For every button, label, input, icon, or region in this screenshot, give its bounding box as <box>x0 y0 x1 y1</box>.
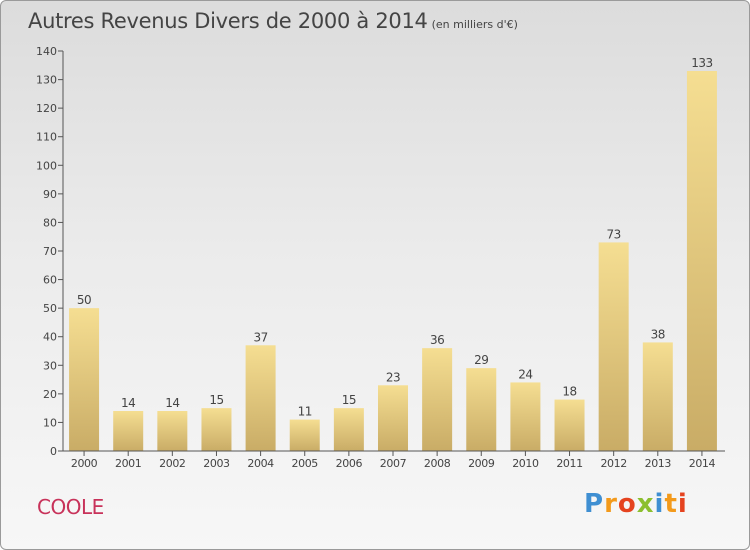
data-label-2004: 37 <box>253 330 267 344</box>
data-label-2009: 29 <box>474 353 488 367</box>
y-tick-label: 90 <box>43 188 57 201</box>
bar-2005 <box>289 419 320 451</box>
logo-letter: o <box>617 489 637 519</box>
x-tick-label-2014: 2014 <box>689 457 716 470</box>
proxiti-logo: Proxiti <box>584 489 688 519</box>
y-tick-label: 20 <box>43 388 57 401</box>
bar-2013 <box>642 342 673 451</box>
logo-letter: t <box>664 489 678 519</box>
bar-2014 <box>686 71 717 451</box>
x-tick-label-2008: 2008 <box>424 457 451 470</box>
x-tick-label-2010: 2010 <box>512 457 539 470</box>
x-tick-label-2004: 2004 <box>247 457 274 470</box>
data-label-2000: 50 <box>77 293 91 307</box>
x-tick-label-2013: 2013 <box>645 457 672 470</box>
bar-2007 <box>378 385 408 451</box>
y-tick-label: 130 <box>36 74 57 87</box>
bar-2009 <box>466 368 497 451</box>
logo-letter: P <box>584 489 605 519</box>
data-label-2003: 15 <box>209 393 223 407</box>
y-tick-label: 100 <box>36 159 57 172</box>
y-tick-label: 70 <box>43 245 57 258</box>
chart-title: Autres Revenus Divers de 2000 à 2014 (en … <box>28 9 518 33</box>
bar-2000 <box>69 308 100 451</box>
y-tick-label: 30 <box>43 359 57 372</box>
bar-2002 <box>157 411 188 451</box>
x-tick-label-2011: 2011 <box>556 457 582 470</box>
data-label-2010: 24 <box>518 367 532 381</box>
data-label-2005: 11 <box>298 405 312 419</box>
logo-letter: x <box>636 489 655 519</box>
commune-name: COOLE <box>37 495 104 519</box>
bar-2003 <box>201 408 232 451</box>
bar-2010 <box>510 382 541 451</box>
x-tick-label-2009: 2009 <box>468 457 495 470</box>
data-label-2012: 73 <box>607 227 621 241</box>
bar-2011 <box>554 399 585 451</box>
data-label-2008: 36 <box>430 333 444 347</box>
data-label-2001: 14 <box>121 396 135 410</box>
data-label-2006: 15 <box>342 393 356 407</box>
bar-2006 <box>333 408 364 451</box>
data-label-2007: 23 <box>386 370 400 384</box>
y-tick-label: 110 <box>36 131 57 144</box>
data-label-2002: 14 <box>165 396 179 410</box>
logo-letter: i <box>654 489 665 519</box>
data-label-2014: 133 <box>691 56 712 70</box>
y-tick-label: 50 <box>43 302 57 315</box>
x-axis: 2000 2001 2002 2003 2004 2005 2006 2007 2008 2009… <box>63 450 725 470</box>
x-tick-label-2005: 2005 <box>292 457 319 470</box>
bars: 50 14 14 15 37 11 15 23 36 29 24 18 73 38 133 <box>69 56 717 451</box>
y-tick-label: 10 <box>43 416 57 429</box>
bar-2001 <box>113 411 144 451</box>
bar-2008 <box>422 348 453 451</box>
x-tick-label-2006: 2006 <box>336 457 363 470</box>
x-tick-label-2012: 2012 <box>600 457 626 470</box>
data-label-2011: 18 <box>562 385 576 399</box>
x-tick-label-2000: 2000 <box>71 457 98 470</box>
y-axis: 0 10 20 30 40 50 60 70 80 90 100 110 120 130 140 <box>36 45 64 458</box>
x-tick-label-2001: 2001 <box>115 457 141 470</box>
y-tick-label: 40 <box>43 331 57 344</box>
x-tick-label-2003: 2003 <box>203 457 230 470</box>
chart-title-text: Autres Revenus Divers de 2000 à 2014 <box>28 9 428 33</box>
bar-2012 <box>598 242 629 451</box>
chart-subtitle: (en milliers d'€) <box>431 18 518 31</box>
y-tick-label: 60 <box>43 274 57 287</box>
data-label-2013: 38 <box>651 327 665 341</box>
y-tick-label: 0 <box>50 445 57 458</box>
logo-letter: r <box>604 489 618 519</box>
y-tick-label: 80 <box>43 216 57 229</box>
y-tick-label: 120 <box>36 102 57 115</box>
x-tick-label-2007: 2007 <box>380 457 407 470</box>
y-tick-label: 140 <box>36 45 57 58</box>
x-tick-label-2002: 2002 <box>159 457 185 470</box>
logo-letter: i <box>677 489 688 519</box>
bar-2004 <box>245 345 276 451</box>
